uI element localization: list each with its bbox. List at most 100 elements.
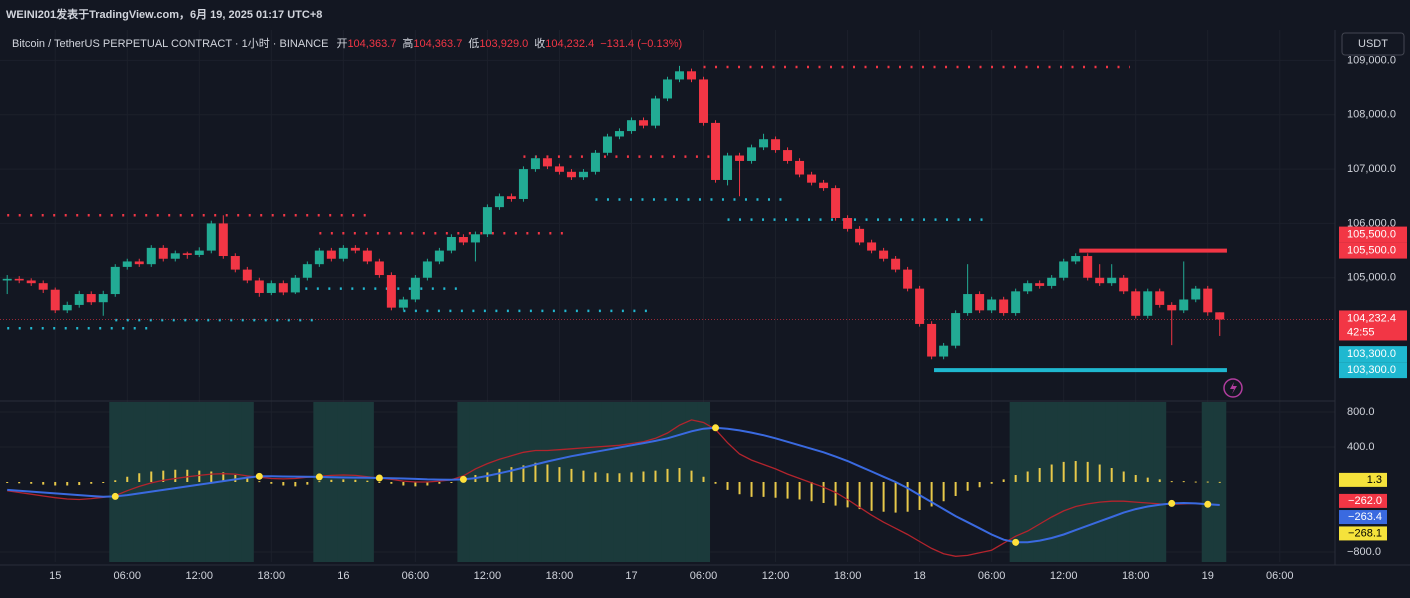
histogram-bar <box>366 480 369 482</box>
x-tick-label: 12:00 <box>1050 570 1078 582</box>
top-bar <box>0 0 1410 30</box>
histogram-bar <box>1038 468 1041 482</box>
candle-body <box>1167 304 1177 311</box>
histogram-bar <box>210 471 213 482</box>
histogram-bar <box>942 482 945 502</box>
histogram-bar <box>90 482 93 484</box>
histogram-bar <box>882 482 885 512</box>
x-tick-label: 06:00 <box>113 570 141 582</box>
candle-body <box>1059 261 1069 278</box>
candle-body <box>626 120 636 132</box>
candle-body <box>747 147 757 161</box>
price-badge-label: 103,300.0 <box>1347 364 1396 376</box>
histogram-bar <box>222 472 225 482</box>
candle-body <box>602 136 612 153</box>
candle-body <box>50 289 60 311</box>
cross-dot <box>255 472 263 480</box>
histogram-bar <box>558 467 561 482</box>
histogram-bar <box>1050 464 1053 482</box>
histogram-bar <box>1062 461 1065 482</box>
candle-body <box>1011 291 1021 314</box>
price-badge-label: 103,300.0 <box>1347 348 1396 360</box>
currency-label[interactable]: USDT <box>1358 38 1388 50</box>
y-tick-label: 106,000.0 <box>1347 217 1396 229</box>
histogram-bar <box>258 481 261 483</box>
x-tick-label: 12:00 <box>762 570 790 582</box>
cross-dot <box>1012 538 1020 546</box>
histogram-bar <box>486 472 489 482</box>
candle-body <box>1071 256 1081 262</box>
alert-icon[interactable] <box>1223 378 1243 398</box>
histogram-bar <box>1158 479 1161 482</box>
candle-body <box>590 152 600 172</box>
candle-body <box>578 171 588 178</box>
histogram-bar <box>714 482 717 484</box>
x-tick-label: 18:00 <box>546 570 574 582</box>
histogram-bar <box>426 482 429 486</box>
histogram-bar <box>402 482 405 486</box>
candle-body <box>735 155 745 161</box>
candle-body <box>314 250 324 265</box>
candle-body <box>62 304 72 311</box>
cross-dot <box>315 473 323 481</box>
x-tick-label: 18:00 <box>1122 570 1150 582</box>
last-price-badge <box>1339 310 1407 341</box>
candle-body <box>302 264 312 278</box>
x-tick-label: 12:00 <box>474 570 502 582</box>
candle-body <box>254 280 264 293</box>
candle-body <box>290 277 300 293</box>
x-tick-label: 06:00 <box>402 570 430 582</box>
candle-body <box>374 261 384 276</box>
histogram-bar <box>534 462 537 482</box>
candle-body <box>182 253 192 255</box>
candle-body <box>1143 291 1153 316</box>
histogram-bar <box>750 482 753 497</box>
histogram-bar <box>870 482 873 511</box>
histogram-bar <box>138 473 141 482</box>
histogram-bar <box>822 482 825 503</box>
candle-body <box>206 223 216 251</box>
candle-body <box>1203 288 1213 313</box>
price-badge-label: 105,500.0 <box>1347 228 1396 240</box>
histogram-bar <box>114 480 117 482</box>
price-badge-label: 105,500.0 <box>1347 244 1396 256</box>
header-title: WEINI201发表于TradingView.com，6月 19, 2025 0… <box>6 7 322 21</box>
candle-body <box>819 182 829 189</box>
histogram-bar <box>546 464 549 482</box>
candle-body <box>350 247 360 251</box>
candle-body <box>386 275 396 308</box>
indicator-badge-label: 1.3 <box>1367 474 1382 486</box>
histogram-bar <box>570 468 573 482</box>
candle-body <box>951 313 961 346</box>
x-tick-label: 19 <box>1202 570 1214 582</box>
price-badge <box>1339 242 1407 259</box>
y-tick-label: 108,000.0 <box>1347 109 1396 121</box>
candle-body <box>74 294 84 305</box>
histogram-bar <box>810 482 813 502</box>
histogram-bar <box>1026 471 1029 482</box>
histogram-bar <box>1182 481 1185 483</box>
histogram-bar <box>834 482 837 506</box>
ohlc-key: 高 <box>402 36 413 50</box>
candle-body <box>614 131 624 137</box>
histogram-bar <box>726 482 729 490</box>
histogram-bar <box>666 468 669 482</box>
histogram-bar <box>990 482 993 484</box>
alert-icon-bolt <box>1230 382 1237 394</box>
histogram-bar <box>354 479 357 482</box>
candle-body <box>1047 277 1057 286</box>
x-tick-label: 15 <box>49 570 61 582</box>
histogram-bar <box>762 482 765 497</box>
candle-body <box>1023 283 1033 292</box>
candle-body <box>494 196 504 208</box>
candle-body <box>927 323 937 357</box>
candle-body <box>807 174 817 183</box>
histogram-bar <box>774 482 777 498</box>
histogram-bar <box>126 476 129 482</box>
cross-dot <box>111 492 119 500</box>
histogram-bar <box>906 482 909 512</box>
x-tick-label: 17 <box>625 570 637 582</box>
currency-button[interactable] <box>1341 32 1405 56</box>
x-tick-label: 06:00 <box>978 570 1006 582</box>
candle-body <box>470 234 480 243</box>
